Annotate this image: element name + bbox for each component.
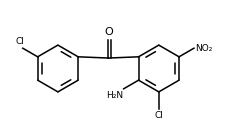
Text: O: O [104, 27, 113, 37]
Text: NO₂: NO₂ [195, 44, 213, 53]
Text: H₂N: H₂N [106, 91, 123, 100]
Text: Cl: Cl [154, 111, 163, 120]
Text: Cl: Cl [16, 37, 25, 46]
